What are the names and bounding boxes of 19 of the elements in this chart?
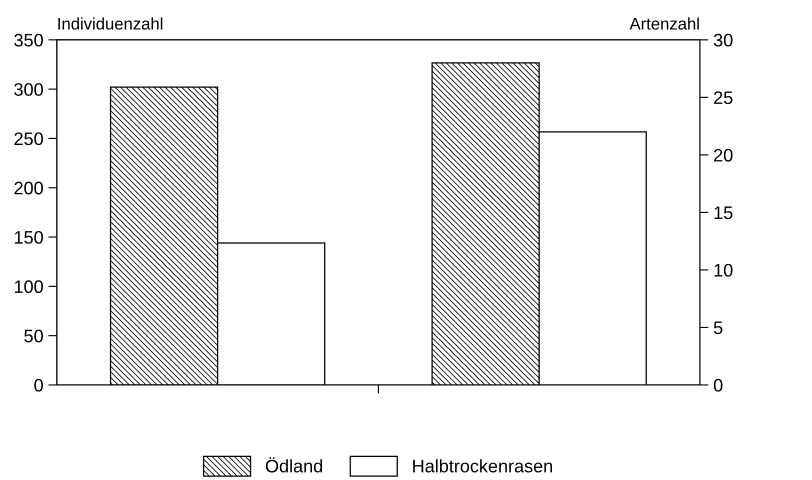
y-tick-label: 150 [14,230,43,244]
y2-tick-label: 5 [714,322,722,334]
y2-tick-label: 30 [714,34,733,47]
y2-tick-label: 10 [714,264,733,277]
legend-label: Halbtrockenrasen [413,459,552,472]
y-tick-label: 0 [34,378,43,392]
y-tick-label: 350 [14,34,43,47]
y2-axis-title: Artenzahl [630,17,699,30]
y-axis-title: Individuenzahl [58,17,162,30]
y2-tick-label: 0 [714,378,722,392]
y-tick-label: 300 [14,83,43,96]
y-tick-label: 50 [24,330,43,342]
y2-tick-label: 25 [714,91,732,104]
y2-tick-label: 20 [714,148,733,162]
y-tick-label: 250 [14,132,43,146]
y-tick-label: 100 [14,280,43,294]
legend-label: Ödland [266,457,322,472]
y-tick-label: 200 [14,182,43,194]
y2-tick-label: 15 [714,206,732,220]
